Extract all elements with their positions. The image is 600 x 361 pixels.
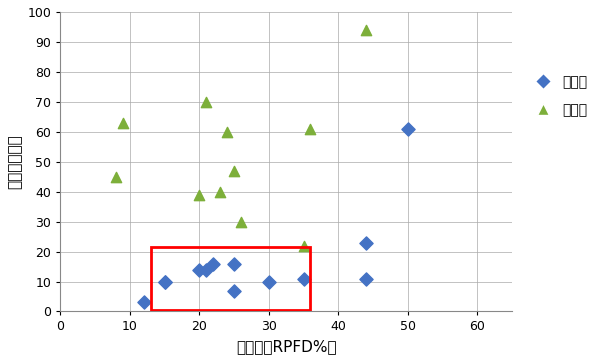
根返し xyxy=(236,219,246,225)
根返し xyxy=(215,189,225,195)
地がき xyxy=(299,276,308,282)
地がき xyxy=(361,276,371,282)
根返し xyxy=(118,120,128,126)
地がき xyxy=(229,288,239,293)
地がき xyxy=(403,126,413,132)
地がき xyxy=(208,261,218,266)
地がき xyxy=(160,279,169,284)
地がき xyxy=(361,240,371,245)
X-axis label: 光条件（RPFD%）: 光条件（RPFD%） xyxy=(236,339,337,354)
根返し xyxy=(194,192,204,197)
根返し xyxy=(111,174,121,179)
根返し xyxy=(223,129,232,135)
地がき xyxy=(229,261,239,266)
地がき xyxy=(139,300,149,305)
根返し xyxy=(299,243,308,248)
地がき xyxy=(264,279,274,284)
根返し xyxy=(305,126,315,132)
地がき xyxy=(202,267,211,273)
根返し xyxy=(361,27,371,33)
Legend: 地がき, 根返し: 地がき, 根返し xyxy=(523,69,593,122)
地がき xyxy=(194,267,204,273)
地がき xyxy=(160,279,169,284)
Y-axis label: ササの平均高: ササの平均高 xyxy=(7,134,22,189)
根返し xyxy=(229,168,239,174)
Bar xyxy=(151,247,310,310)
根返し xyxy=(202,99,211,105)
